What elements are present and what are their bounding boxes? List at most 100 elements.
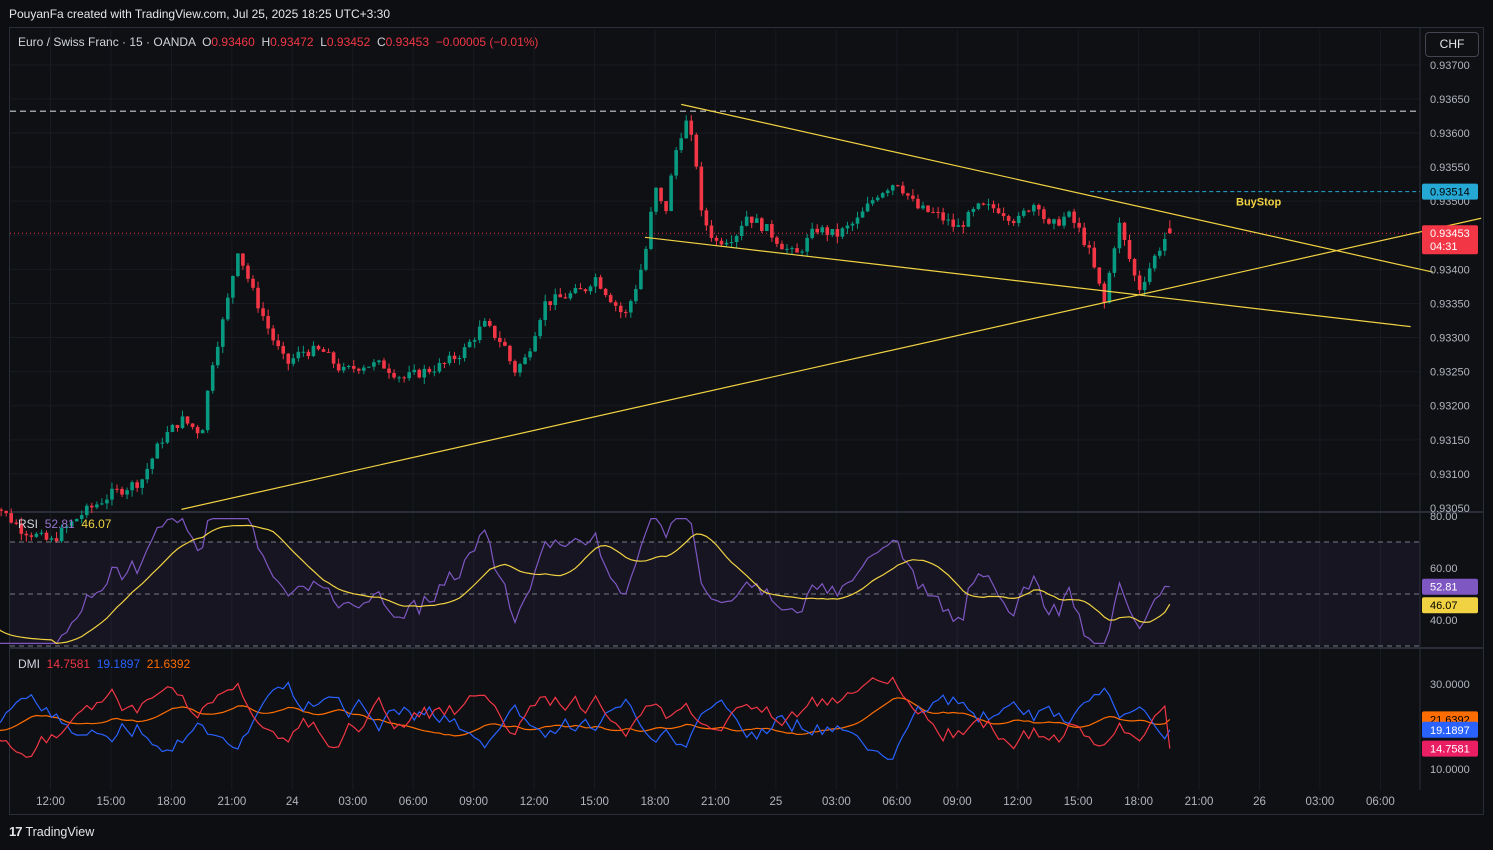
close-value: 0.93453: [385, 35, 430, 49]
price-tick-label: 0.93250: [1430, 367, 1470, 379]
candle-body: [115, 488, 119, 490]
candle-body: [1117, 222, 1122, 249]
rsi-value-label-bg: [1422, 578, 1478, 595]
candle: [986, 198, 991, 211]
candle: [543, 294, 547, 327]
time-tick-label: 21:00: [701, 796, 730, 808]
symbol-legend[interactable]: Euro / Swiss Franc · 15 · OANDA O0.93460…: [18, 35, 538, 49]
candle-body: [759, 218, 764, 231]
candle-body: [130, 482, 134, 491]
footer-brand[interactable]: 17 TradingView: [9, 824, 94, 839]
candle-body: [1006, 216, 1011, 221]
candle-body: [125, 490, 129, 495]
open-label: O: [202, 35, 212, 49]
candle-body: [462, 347, 467, 359]
candle-body: [729, 242, 734, 244]
candle-body: [1016, 215, 1021, 224]
candle-body: [493, 325, 497, 338]
candle: [855, 211, 860, 229]
candle: [39, 529, 44, 536]
candle-body: [442, 363, 447, 365]
candle: [49, 535, 54, 543]
adx-line: [0, 697, 1171, 737]
time-tick-label: 12:00: [1003, 796, 1032, 808]
candle: [820, 224, 825, 235]
candle-body: [296, 351, 301, 359]
candle: [739, 220, 744, 241]
candle: [699, 161, 704, 217]
candle-body: [39, 532, 44, 534]
candle: [1157, 247, 1162, 259]
candle: [457, 355, 462, 365]
candle: [1052, 218, 1056, 230]
candle-body: [316, 345, 321, 350]
candle: [29, 532, 34, 541]
candle: [34, 531, 39, 539]
candle-body: [810, 228, 814, 238]
candle: [603, 287, 608, 298]
candle-body: [271, 328, 275, 341]
candle: [734, 234, 739, 249]
candle: [759, 217, 764, 233]
candle-body: [79, 515, 84, 519]
dmi-tick-label: 30.0000: [1430, 679, 1470, 691]
candle: [644, 246, 648, 272]
candle: [1037, 203, 1041, 216]
candle-body: [694, 134, 699, 167]
rsi-value-label: 52.81: [1422, 578, 1478, 595]
dmi-legend[interactable]: DMI 14.7581 19.1897 21.6392: [18, 657, 190, 671]
candle: [472, 337, 477, 349]
candle: [1026, 209, 1031, 213]
high-value: 0.93472: [270, 35, 314, 49]
credit-text: PouyanFa created with TradingView.com, J…: [9, 7, 391, 21]
rsi-tick-label: 60.00: [1430, 563, 1458, 575]
rsi-ma-value: 46.07: [81, 517, 112, 531]
candle: [921, 201, 925, 211]
candle-body: [1087, 245, 1092, 248]
time-tick-label: 06:00: [882, 796, 911, 808]
candle: [145, 462, 150, 484]
candle: [1062, 212, 1066, 229]
candle: [135, 479, 139, 492]
candle-body: [105, 499, 109, 504]
candle: [482, 317, 487, 328]
candle-body: [467, 341, 472, 348]
candle: [1107, 270, 1112, 304]
candle-body: [971, 208, 976, 212]
candle-body: [704, 210, 709, 226]
candle: [407, 365, 411, 381]
candle-body: [276, 340, 280, 347]
rsi-legend[interactable]: RSI 52.81 46.07: [18, 517, 111, 531]
candle-body: [412, 369, 417, 373]
time-axis: 12:00 15:00 18:00 21:00 24 03:00 06:00 09:00 12:…: [36, 796, 1395, 808]
candle-body: [1057, 219, 1061, 226]
candle: [1127, 234, 1132, 262]
candle-body: [634, 289, 638, 302]
trendline-lower-descending: [644, 236, 1411, 328]
currency-button[interactable]: CHF: [1425, 32, 1479, 57]
candle-body: [120, 488, 124, 495]
candle-body: [896, 185, 900, 187]
chart-frame[interactable]: [9, 27, 1484, 815]
candle: [115, 484, 119, 493]
candle: [417, 368, 422, 379]
candle: [190, 423, 195, 430]
candle: [1016, 212, 1021, 227]
candle: [860, 207, 865, 218]
dmi-plus-value-label-text: 14.7581: [1430, 744, 1470, 756]
candle-body: [598, 277, 603, 289]
candle-body: [926, 205, 930, 212]
candle: [598, 274, 603, 290]
candle: [95, 501, 99, 510]
candle: [880, 191, 885, 199]
candle: [261, 302, 265, 321]
dmi-minus-value: 19.1897: [96, 657, 141, 671]
candle: [906, 192, 910, 200]
candle: [810, 222, 814, 240]
candle-body: [311, 345, 316, 357]
candle: [1067, 210, 1071, 218]
candle: [427, 366, 432, 375]
candle-body: [775, 237, 779, 244]
candle-body: [533, 336, 537, 352]
